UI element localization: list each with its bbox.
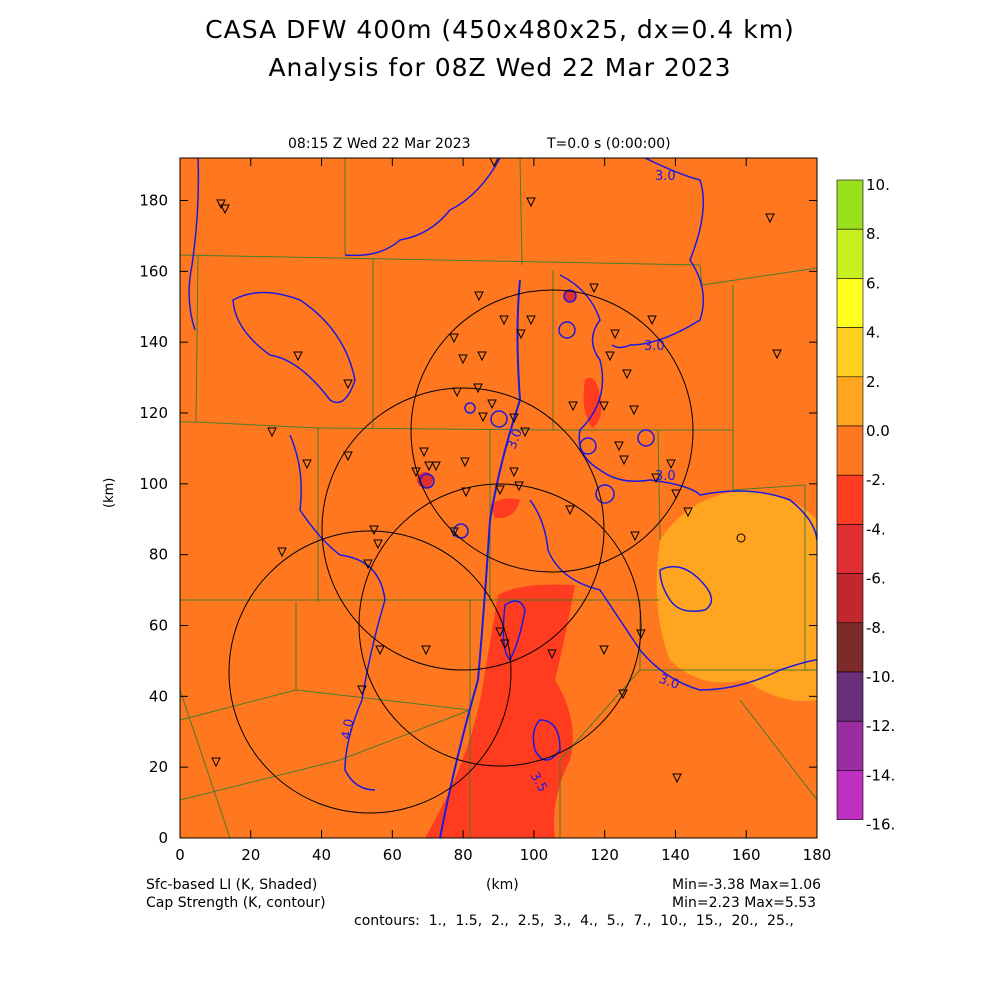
map-field — [180, 158, 817, 838]
colorbar-label: 4. — [866, 324, 880, 342]
y-tick-labels: 0 20 40 60 80 100 120 140 160 180 — [139, 192, 168, 848]
colorbar-segment — [836, 671, 864, 722]
county-lines — [180, 158, 817, 838]
x-tick-label: 140 — [661, 846, 690, 864]
colorbar-segment — [836, 720, 864, 771]
axis-ticks — [179, 158, 818, 839]
station-markers — [211, 158, 782, 784]
cap-strength-contours — [188, 158, 817, 838]
colorbar-segment — [836, 622, 864, 673]
x-tick-labels: 0 20 40 60 80 100 120 140 160 180 — [175, 846, 831, 864]
colorbar-segment — [836, 228, 864, 279]
negative-li-tongue — [425, 584, 575, 838]
plot-time: 08:15 Z Wed 22 Mar 2023 — [288, 136, 471, 152]
colorbar-label: -6. — [866, 570, 886, 588]
li-minmax: Min=-3.38 Max=1.06 — [672, 877, 822, 893]
contour-label: 3.0 — [655, 169, 676, 184]
plot-elapsed-time: T=0.0 s (0:00:00) — [547, 136, 671, 152]
colorbar — [836, 179, 864, 820]
colorbar-segment — [836, 770, 864, 820]
x-axis-label: (km) — [486, 877, 519, 893]
x-tick-label: 160 — [732, 846, 761, 864]
colorbar-label: -14. — [866, 766, 895, 784]
colorbar-segment — [836, 573, 864, 624]
colorbar-label: 10. — [866, 176, 890, 194]
colorbar-segment — [836, 425, 864, 476]
contour-label: 3.0 — [657, 672, 682, 693]
x-tick-label: 0 — [175, 846, 185, 864]
colorbar-label: -12. — [866, 717, 895, 735]
contour-values: contours: 1., 1.5, 2., 2.5, 3., 4., 5., … — [354, 913, 794, 929]
radar-ring-center — [321, 387, 605, 671]
legend-shaded: Sfc-based LI (K, Shaded) — [146, 877, 318, 893]
radar-ring-southwest — [228, 530, 512, 814]
colorbar-label: -4. — [866, 520, 886, 538]
colorbar-segment — [836, 474, 864, 525]
x-tick-label: 20 — [241, 846, 260, 864]
colorbar-label: 6. — [866, 274, 880, 292]
y-tick-label: 20 — [149, 758, 168, 776]
colorbar-segment — [836, 278, 864, 328]
x-tick-label: 120 — [590, 846, 619, 864]
colorbar-segment — [836, 376, 864, 427]
colorbar-segment — [836, 179, 864, 230]
colorbar-label: 0.0 — [866, 422, 890, 440]
cap-minmax: Min=2.23 Max=5.53 — [672, 895, 817, 911]
y-axis-label: (km) — [102, 478, 117, 508]
colorbar-segment — [836, 524, 864, 574]
y-tick-label: 100 — [139, 475, 168, 493]
colorbar-label: -10. — [866, 668, 895, 686]
negative-li-spot — [564, 290, 576, 302]
y-tick-label: 140 — [139, 333, 168, 351]
y-tick-label: 60 — [149, 617, 168, 635]
legend-contour: Cap Strength (K, contour) — [146, 895, 326, 911]
contour-label: 3.0 — [505, 427, 526, 452]
contour-label: 3.0 — [644, 339, 665, 354]
negative-li-patch — [490, 498, 520, 519]
colorbar-label: 2. — [866, 373, 880, 391]
x-tick-label: 60 — [383, 846, 402, 864]
contour-label: 4.0 — [339, 718, 357, 741]
positive-li-region — [656, 490, 817, 701]
x-tick-label: 100 — [520, 846, 549, 864]
y-tick-label: 180 — [139, 192, 168, 210]
y-tick-label: 160 — [139, 262, 168, 280]
title-line-2: Analysis for 08Z Wed 22 Mar 2023 — [268, 53, 732, 82]
colorbar-label: -8. — [866, 619, 886, 637]
colorbar-label: -16. — [866, 816, 895, 834]
contour-label: 3.0 — [655, 469, 676, 484]
colorbar-label: 8. — [866, 225, 880, 243]
y-tick-label: 40 — [149, 687, 168, 705]
radar-ring-north — [410, 289, 694, 573]
colorbar-labels: 10. 8. 6. 4. 2. 0.0 -2. -4. -6. -8. -10. -12. -14. -1… — [866, 176, 895, 834]
y-tick-label: 120 — [139, 404, 168, 422]
x-tick-label: 80 — [454, 846, 473, 864]
x-tick-label: 40 — [312, 846, 331, 864]
y-tick-label: 80 — [149, 546, 168, 564]
colorbar-label: -2. — [866, 471, 886, 489]
negative-li-patch-2 — [583, 377, 602, 428]
y-tick-label: 0 — [158, 829, 168, 847]
title-line-1: CASA DFW 400m (450x480x25, dx=0.4 km) — [205, 15, 795, 44]
colorbar-segment — [836, 327, 864, 378]
plot-frame — [179, 157, 818, 839]
x-tick-label: 180 — [803, 846, 832, 864]
radar-ring-east — [358, 483, 642, 767]
radar-range-rings — [228, 289, 694, 814]
